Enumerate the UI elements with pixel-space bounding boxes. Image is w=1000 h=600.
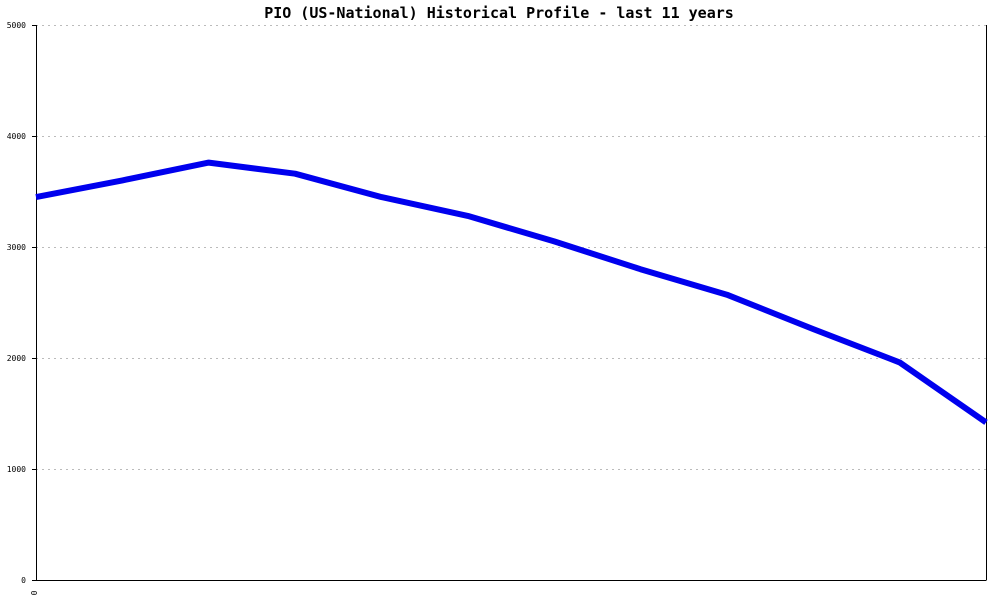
axes (32, 25, 987, 581)
y-tick-label-3000: 3000 (7, 243, 26, 252)
series-layer (35, 159, 988, 425)
x-tick-label-0: 0 (30, 590, 39, 595)
chart-title: PIO (US-National) Historical Profile - l… (264, 4, 734, 22)
series-line (35, 159, 988, 425)
y-tick-label-0: 0 (21, 576, 26, 585)
y-tick-label-2000: 2000 (7, 354, 26, 363)
y-tick-label-1000: 1000 (7, 465, 26, 474)
grid-lines (36, 25, 986, 470)
y-tick-label-5000: 5000 (7, 21, 26, 30)
y-tick-label-4000: 4000 (7, 132, 26, 141)
tick-labels: 0 1000 2000 3000 4000 5000 0 (7, 21, 39, 595)
